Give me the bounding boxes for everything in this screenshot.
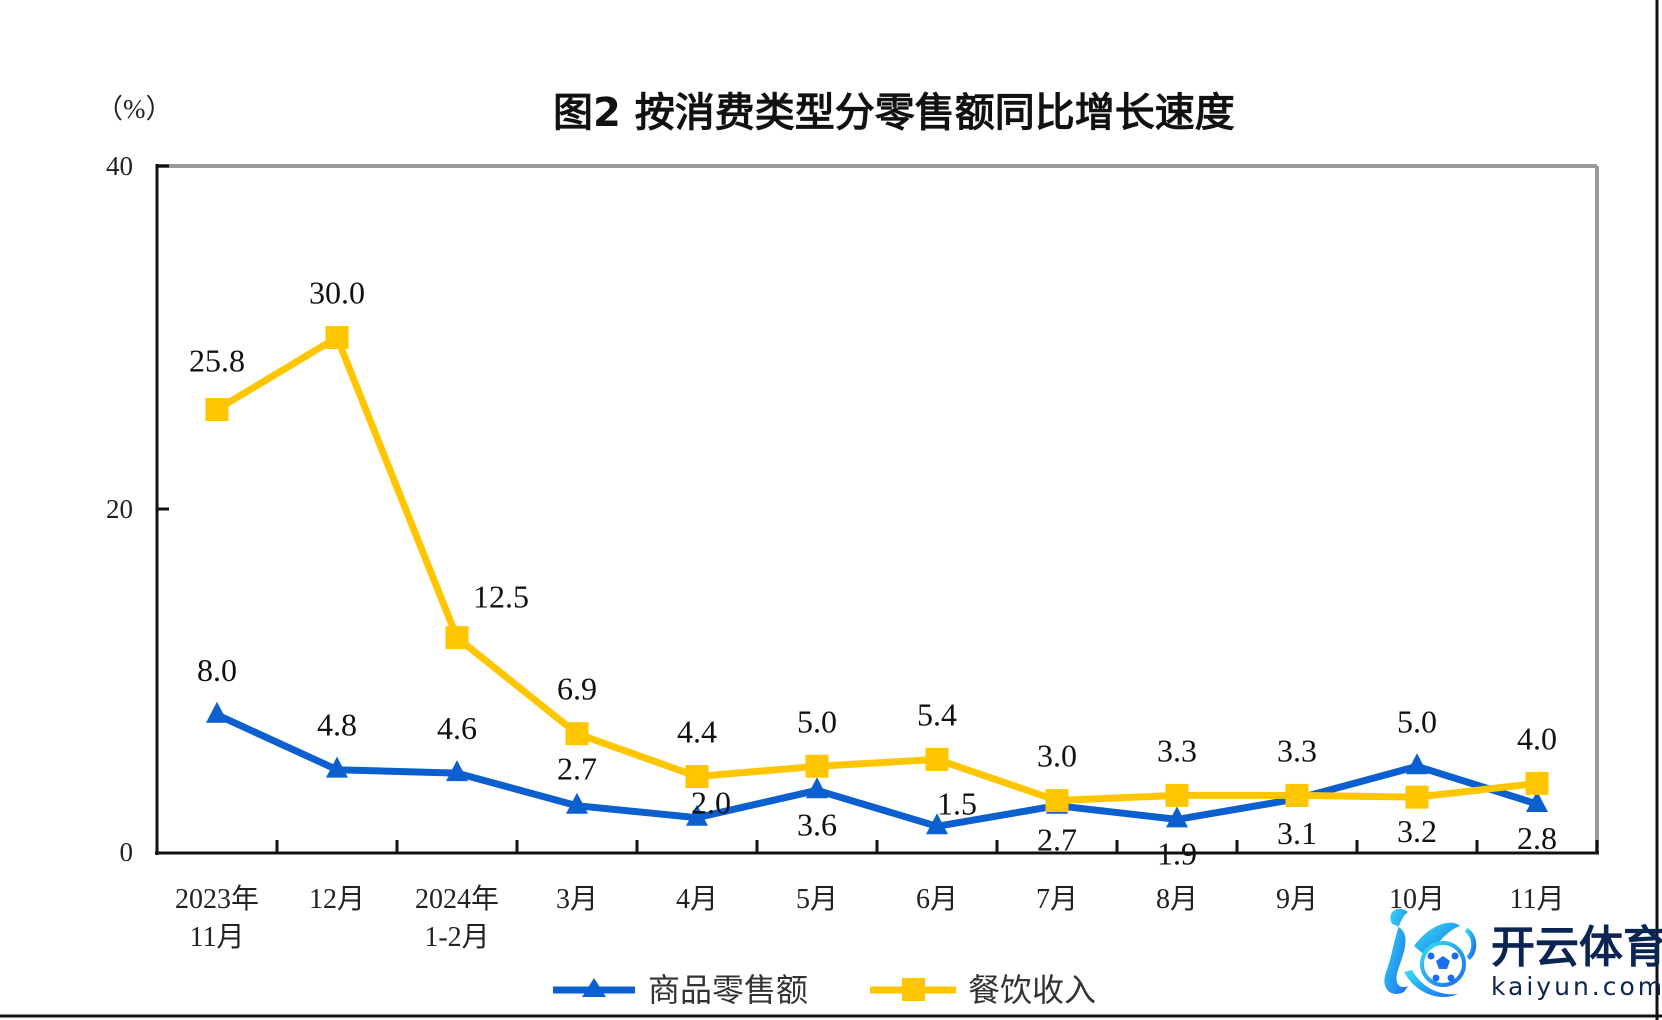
series-line-goods-retail bbox=[215, 711, 1539, 830]
triangle-marker-icon bbox=[582, 978, 606, 997]
data-label: 3.6 bbox=[797, 806, 837, 842]
data-label: 5.0 bbox=[1397, 703, 1437, 739]
data-label: 25.8 bbox=[189, 343, 245, 379]
data-label: 6.9 bbox=[557, 671, 597, 707]
data-point-square bbox=[925, 747, 949, 771]
x-category-label: 2024年 bbox=[415, 883, 499, 915]
data-point-square bbox=[205, 398, 229, 422]
data-label: 5.4 bbox=[917, 696, 957, 732]
data-point-triangle bbox=[326, 756, 348, 778]
x-category-label: 2023年 bbox=[175, 883, 259, 915]
y-tick-label: 40 bbox=[106, 151, 133, 181]
legend-item-catering[interactable]: 餐饮收入 bbox=[870, 972, 1096, 1008]
y-axis-unit-label: （%） bbox=[96, 94, 173, 124]
watermark-brand-cn: 开云体育 bbox=[1491, 922, 1662, 973]
y-axis-ticks: 0 20 40 bbox=[106, 151, 169, 867]
x-category-label: 5月 bbox=[796, 884, 838, 915]
legend-label-goods: 商品零售额 bbox=[648, 972, 808, 1008]
data-point-triangle bbox=[206, 701, 228, 723]
square-marker-icon bbox=[902, 978, 925, 1001]
data-point-triangle bbox=[1166, 806, 1188, 828]
kaiyun-watermark: 开云体育 kaiyun.com bbox=[1384, 908, 1662, 1001]
data-point-triangle bbox=[806, 777, 828, 799]
data-point-square bbox=[1045, 789, 1069, 813]
data-label: 3.3 bbox=[1277, 732, 1317, 768]
chart-title: 图2 按消费类型分零售额同比增长速度 bbox=[553, 90, 1235, 136]
legend-item-goods-retail[interactable]: 商品零售额 bbox=[553, 972, 808, 1008]
x-category-label: 7月 bbox=[1036, 884, 1078, 915]
data-label: 2.7 bbox=[1037, 822, 1077, 858]
legend-label-catering: 餐饮收入 bbox=[968, 972, 1096, 1008]
y-tick-label: 20 bbox=[106, 494, 133, 524]
data-point-square bbox=[1525, 771, 1549, 795]
x-category-label: 9月 bbox=[1276, 884, 1318, 915]
x-category-label: 4月 bbox=[676, 884, 718, 915]
data-point-square bbox=[445, 626, 469, 650]
data-point-square bbox=[1405, 785, 1429, 809]
data-label: 1.9 bbox=[1157, 835, 1197, 871]
data-point-square bbox=[805, 754, 829, 778]
watermark-brand-en: kaiyun.com bbox=[1491, 972, 1662, 1001]
x-category-label: 3月 bbox=[556, 884, 598, 915]
data-label: 2.0 bbox=[691, 785, 731, 821]
data-point-triangle bbox=[566, 792, 588, 814]
data-point-triangle bbox=[926, 813, 948, 835]
data-label: 4.4 bbox=[677, 714, 717, 750]
kaiyun-k-football-logo-icon bbox=[1384, 908, 1477, 998]
data-label: 3.2 bbox=[1397, 813, 1437, 849]
x-category-label: 11月 bbox=[1510, 884, 1565, 915]
data-label: 3.3 bbox=[1157, 732, 1197, 768]
data-label: 12.5 bbox=[473, 579, 529, 615]
data-label: 3.1 bbox=[1277, 815, 1317, 851]
series-line-catering bbox=[215, 334, 1538, 804]
data-label: 4.6 bbox=[437, 710, 477, 746]
y-tick-label: 0 bbox=[120, 837, 134, 867]
data-label: 2.8 bbox=[1517, 820, 1557, 856]
data-point-triangle bbox=[446, 760, 468, 782]
x-category-label: 6月 bbox=[916, 884, 958, 915]
data-label: 2.7 bbox=[557, 751, 597, 787]
data-label: 4.8 bbox=[317, 707, 357, 743]
data-label: 4.0 bbox=[1517, 720, 1557, 756]
data-label: 30.0 bbox=[309, 275, 365, 311]
data-labels-layer: 8.0 4.8 4.6 2.7 2.0 3.6 1.5 2.7 1.9 3.1 5.0 2.8 25.8… bbox=[189, 275, 1557, 872]
x-category-label: 1-2月 bbox=[424, 922, 489, 953]
data-label: 3.0 bbox=[1037, 738, 1077, 774]
x-category-label: 11月 bbox=[190, 922, 245, 953]
legend: 商品零售额 餐饮收入 bbox=[553, 972, 1096, 1008]
data-point-square bbox=[685, 765, 709, 789]
data-label: 5.0 bbox=[797, 703, 837, 739]
data-label: 1.5 bbox=[937, 785, 977, 821]
x-category-label: 12月 bbox=[309, 884, 365, 915]
x-category-label: 8月 bbox=[1156, 884, 1198, 915]
data-point-square bbox=[1165, 783, 1189, 807]
data-point-square bbox=[325, 326, 349, 349]
data-point-triangle bbox=[686, 804, 708, 826]
data-point-square bbox=[565, 722, 589, 746]
series-layer bbox=[205, 326, 1549, 835]
data-point-square bbox=[1285, 783, 1309, 807]
data-point-triangle bbox=[1526, 790, 1548, 812]
data-label: 8.0 bbox=[197, 652, 237, 688]
data-point-triangle bbox=[1406, 753, 1428, 775]
